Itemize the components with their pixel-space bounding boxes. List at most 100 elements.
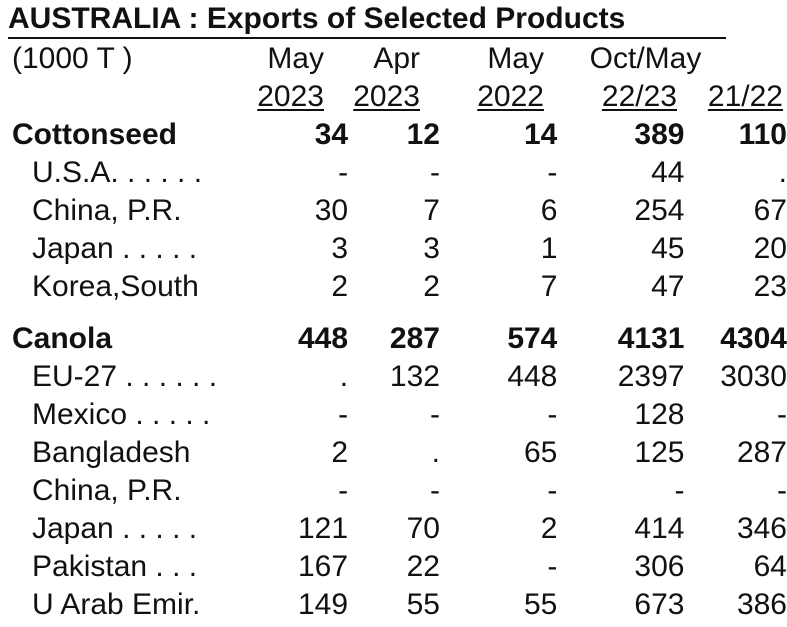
value-cell: 2 <box>423 270 440 303</box>
table-row: China, P.R. - - - - - <box>0 472 787 510</box>
value-cell: 6 <box>540 194 558 227</box>
value-cell: 70 <box>406 512 440 545</box>
value-cell: 386 <box>736 588 787 621</box>
value-cell: 14 <box>524 118 558 151</box>
row-label: U Arab Emir. <box>32 588 201 621</box>
table-row: Mexico . . . . . - - - 128 - <box>0 396 787 434</box>
col4-header-season: 22/23 <box>601 80 677 113</box>
value-cell: 3 <box>331 232 349 265</box>
table-row: U Arab Emir. 149 55 55 673 386 <box>0 586 787 624</box>
value-cell: 2 <box>540 512 558 545</box>
value-cell: 55 <box>406 588 440 621</box>
value-cell: 149 <box>298 588 349 621</box>
value-cell: 23 <box>753 270 787 303</box>
table-row: Japan . . . . . 121 70 2 414 346 <box>0 510 787 548</box>
row-label: China, P.R. <box>32 474 182 507</box>
col2-header-month: Apr <box>373 42 420 75</box>
value-cell: 673 <box>634 588 685 621</box>
row-label: China, P.R. <box>32 194 182 227</box>
value-cell: 7 <box>540 270 558 303</box>
value-cell: 448 <box>507 360 558 393</box>
value-cell: 389 <box>634 118 685 151</box>
value-cell: 132 <box>389 360 440 393</box>
value-cell: 44 <box>651 156 685 189</box>
value-cell: - <box>429 474 440 507</box>
row-label: Japan . . . . . <box>32 512 198 545</box>
table-row: Japan . . . . . 3 3 1 45 20 <box>0 230 787 268</box>
value-cell: 65 <box>524 436 558 469</box>
value-cell: - <box>429 156 440 189</box>
table-row: Pakistan . . . 167 22 - 306 64 <box>0 548 787 586</box>
col3-header-month: May <box>487 42 544 75</box>
value-cell: . <box>431 436 440 469</box>
value-cell: 7 <box>423 194 440 227</box>
value-cell: 12 <box>406 118 440 151</box>
value-cell: 574 <box>507 322 558 355</box>
value-cell: . <box>339 360 349 393</box>
value-cell: 55 <box>524 588 558 621</box>
value-cell: 287 <box>389 322 440 355</box>
value-cell: 110 <box>738 118 787 151</box>
col1-header-month: May <box>267 42 324 75</box>
value-cell: - <box>674 474 685 507</box>
value-cell: 64 <box>753 550 787 583</box>
value-cell: 121 <box>298 512 349 545</box>
value-cell: 306 <box>634 550 685 583</box>
table-row: EU-27 . . . . . . . 132 448 2397 3030 <box>0 358 787 396</box>
value-cell: 4131 <box>617 322 685 355</box>
group-spacer <box>0 306 787 320</box>
table-row: Bangladesh 2 . 65 125 287 <box>0 434 787 472</box>
row-label: U.S.A. . . . . . <box>32 156 203 189</box>
row-label: Japan . . . . . <box>32 232 198 265</box>
value-cell: 254 <box>634 194 685 227</box>
value-cell: - <box>338 156 349 189</box>
value-cell: - <box>547 398 558 431</box>
value-cell: 47 <box>651 270 685 303</box>
value-cell: 2 <box>331 436 349 469</box>
value-cell: 167 <box>298 550 349 583</box>
value-cell: - <box>547 474 558 507</box>
row-label: Mexico . . . . . <box>32 398 211 431</box>
row-label: Korea,South <box>32 270 199 303</box>
value-cell: - <box>429 398 440 431</box>
value-cell: 1 <box>540 232 558 265</box>
value-cell: - <box>338 398 349 431</box>
value-cell: 125 <box>634 436 685 469</box>
value-cell: 346 <box>736 512 787 545</box>
page-title: AUSTRALIA : Exports of Selected Products <box>8 2 626 35</box>
value-cell: 4304 <box>720 322 787 355</box>
col2-header-year: 2023 <box>353 80 420 113</box>
row-label: Pakistan . . . <box>32 550 198 583</box>
value-cell: 45 <box>651 232 685 265</box>
row-label: EU-27 . . . . . . <box>32 360 218 393</box>
value-cell: 2 <box>331 270 349 303</box>
table-row: U.S.A. . . . . . - - - 44 . <box>0 154 787 192</box>
season-span-header: Oct/May <box>589 42 702 75</box>
group-row-canola: Canola 448 287 574 4131 4304 <box>0 320 787 358</box>
value-cell: 3030 <box>720 360 787 393</box>
units-label: (1000 T ) <box>12 42 133 75</box>
value-cell: . <box>778 156 787 189</box>
title-underline <box>8 37 726 39</box>
exports-table: Cottonseed 34 12 14 389 110 U.S.A. . . .… <box>0 116 787 624</box>
value-cell: 67 <box>753 194 787 227</box>
value-cell: 22 <box>406 550 440 583</box>
value-cell: - <box>547 156 558 189</box>
table-row: Korea,South 2 2 7 47 23 <box>0 268 787 306</box>
group-label: Canola <box>12 322 113 355</box>
value-cell: - <box>547 550 558 583</box>
group-row-cottonseed: Cottonseed 34 12 14 389 110 <box>0 116 787 154</box>
value-cell: 34 <box>314 118 349 151</box>
value-cell: 448 <box>298 322 349 355</box>
col5-header-season: 21/22 <box>707 80 783 113</box>
value-cell: 30 <box>314 194 349 227</box>
col3-header-year: 2022 <box>477 80 544 113</box>
row-label: Bangladesh <box>32 436 191 469</box>
value-cell: 128 <box>634 398 685 431</box>
value-cell: - <box>338 474 349 507</box>
value-cell: 3 <box>423 232 440 265</box>
group-label: Cottonseed <box>12 118 177 151</box>
value-cell: - <box>777 398 787 431</box>
value-cell: 2397 <box>617 360 685 393</box>
value-cell: 20 <box>753 232 787 265</box>
